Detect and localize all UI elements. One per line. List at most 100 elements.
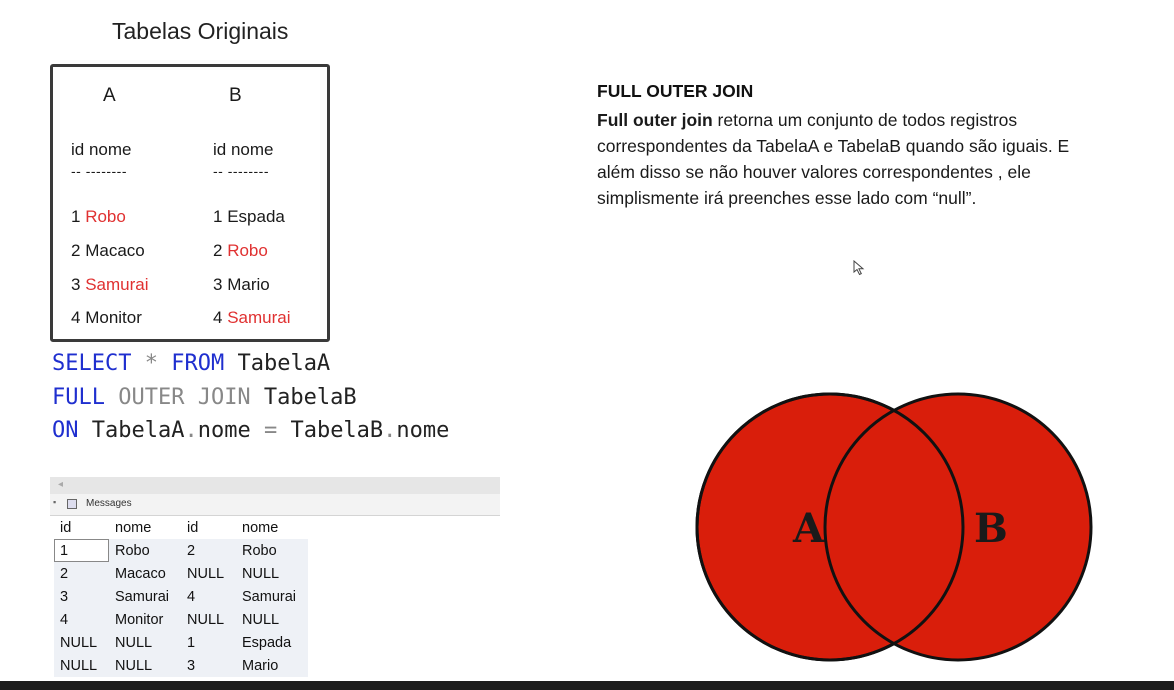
row-nome: Robo bbox=[85, 207, 126, 226]
sql-line-join: FULL OUTER JOIN TabelaB bbox=[52, 385, 357, 410]
row-nome: Samurai bbox=[227, 308, 291, 327]
grid-cell[interactable]: 1 bbox=[187, 634, 196, 651]
table-a-row: 1 Robo bbox=[71, 207, 126, 227]
row-id: 4 bbox=[213, 308, 223, 327]
explanation-line: simplismente irá preenches esse lado com… bbox=[597, 188, 977, 208]
table-b-row: 1 Espada bbox=[213, 207, 285, 227]
venn-circle-a-outline bbox=[695, 392, 965, 662]
table-row[interactable]: 1 Robo 2 Robo bbox=[54, 539, 308, 562]
grid-cell[interactable]: 4 bbox=[60, 611, 69, 628]
grid-cell[interactable]: NULL bbox=[115, 634, 153, 651]
grid-cell[interactable]: 4 bbox=[187, 588, 196, 605]
venn-circle-b bbox=[823, 392, 1093, 662]
messages-icon[interactable] bbox=[67, 499, 77, 509]
table-a-row: 2 Macaco bbox=[71, 241, 145, 261]
grid-cell[interactable]: Macaco bbox=[115, 565, 166, 582]
sql-keyword-full: FULL bbox=[52, 385, 105, 410]
grid-cell[interactable]: 2 bbox=[187, 542, 196, 559]
sql-keyword-outer-join: OUTER JOIN bbox=[104, 385, 251, 410]
table-row[interactable]: NULL NULL 3 Mario bbox=[54, 654, 308, 677]
row-nome: Robo bbox=[227, 241, 268, 260]
sql-table-b: TabelaB bbox=[250, 385, 357, 410]
grid-cell[interactable]: NULL bbox=[242, 565, 280, 582]
table-row[interactable]: 2 Macaco NULL NULL bbox=[54, 562, 308, 585]
sql-dot: . bbox=[184, 418, 198, 443]
sql-line-select: SELECT * FROM TabelaA bbox=[52, 351, 330, 376]
grid-cell[interactable]: Robo bbox=[115, 542, 150, 559]
messages-tab[interactable]: Messages bbox=[86, 498, 132, 509]
grid-column-header[interactable]: nome bbox=[109, 516, 181, 539]
sql-left-table: TabelaA bbox=[78, 418, 185, 443]
explanation-line: além disso se não houver valores corresp… bbox=[597, 162, 1031, 182]
grid-cell[interactable]: Mario bbox=[242, 657, 279, 674]
mouse-cursor-icon bbox=[853, 260, 865, 276]
row-nome: Samurai bbox=[85, 275, 149, 294]
grid-cell[interactable]: Samurai bbox=[242, 588, 296, 605]
sql-line-on: ON TabelaA.nome = TabelaB.nome bbox=[52, 418, 449, 443]
grid-cell[interactable]: Samurai bbox=[115, 588, 169, 605]
venn-label-b: B bbox=[974, 505, 1008, 552]
sql-table-a: TabelaA bbox=[224, 351, 331, 376]
explanation-bold-lead: Full outer join bbox=[597, 110, 713, 130]
table-b-separator: -- -------- bbox=[213, 163, 270, 179]
row-nome: Mario bbox=[227, 275, 270, 294]
grid-cell[interactable]: 1 bbox=[54, 539, 109, 562]
grid-cell[interactable]: NULL bbox=[60, 634, 98, 651]
results-grid: id nome id nome 1 Robo 2 Robo 2 Macaco N… bbox=[54, 516, 308, 677]
explanation-text: Full outer join retorna um conjunto de t… bbox=[597, 107, 1157, 211]
explanation-line: correspondentes da TabelaA e TabelaB qua… bbox=[597, 136, 1070, 156]
explanation-line1-rest: retorna um conjunto de todos registros bbox=[712, 110, 1018, 130]
table-b-letter: B bbox=[229, 85, 242, 106]
grid-cell[interactable]: Robo bbox=[242, 542, 277, 559]
grid-cell[interactable]: Espada bbox=[242, 634, 292, 651]
table-a-row: 4 Monitor bbox=[71, 308, 142, 328]
original-tables-box: A id nome -- -------- 1 Robo 2 Macaco 3 … bbox=[50, 64, 330, 342]
row-nome: Espada bbox=[227, 207, 285, 226]
sql-dot: . bbox=[383, 418, 397, 443]
original-tables-title: Tabelas Originais bbox=[112, 18, 289, 44]
scroll-left-icon[interactable]: ◂ bbox=[58, 479, 64, 490]
explanation-line: Full outer join retorna um conjunto de t… bbox=[597, 107, 1157, 133]
grid-cell[interactable]: NULL bbox=[115, 657, 153, 674]
row-id: 1 bbox=[71, 207, 81, 226]
table-row[interactable]: 3 Samurai 4 Samurai bbox=[54, 585, 308, 608]
row-nome: Macaco bbox=[85, 241, 145, 260]
row-nome: Monitor bbox=[85, 308, 142, 327]
sql-equals: = bbox=[250, 418, 291, 443]
venn-diagram: A B bbox=[695, 392, 1093, 662]
row-id: 2 bbox=[213, 241, 223, 260]
grid-column-header[interactable]: nome bbox=[236, 516, 308, 539]
row-id: 2 bbox=[71, 241, 81, 260]
table-row[interactable]: 4 Monitor NULL NULL bbox=[54, 608, 308, 631]
table-a-row: 3 Samurai bbox=[71, 275, 149, 295]
table-a-letter: A bbox=[103, 85, 116, 106]
table-row[interactable]: NULL NULL 1 Espada bbox=[54, 631, 308, 654]
table-a-header: id nome bbox=[71, 140, 132, 159]
grid-cell[interactable]: 3 bbox=[187, 657, 196, 674]
grid-cell[interactable]: NULL bbox=[187, 611, 225, 628]
table-b-row: 2 Robo bbox=[213, 241, 268, 261]
grid-cell[interactable]: NULL bbox=[60, 657, 98, 674]
sql-right-table: TabelaB bbox=[290, 418, 384, 443]
row-id: 3 bbox=[213, 275, 223, 294]
row-id: 3 bbox=[71, 275, 81, 294]
results-tab-marker-icon[interactable]: ▪ bbox=[53, 497, 57, 507]
sql-right-column: nome bbox=[396, 418, 450, 443]
row-id: 1 bbox=[213, 207, 223, 226]
table-b-header: id nome bbox=[213, 140, 274, 159]
grid-cell[interactable]: 2 bbox=[60, 565, 69, 582]
sql-keyword-on: ON bbox=[52, 418, 79, 443]
sql-keyword-select: SELECT bbox=[52, 351, 132, 376]
grid-column-header[interactable]: id bbox=[181, 516, 236, 539]
table-a-separator: -- -------- bbox=[71, 163, 128, 179]
explanation-heading: FULL OUTER JOIN bbox=[597, 81, 754, 101]
grid-column-header[interactable]: id bbox=[54, 516, 109, 539]
video-bottom-bar bbox=[0, 681, 1174, 690]
grid-cell[interactable]: NULL bbox=[242, 611, 280, 628]
grid-cell[interactable]: 3 bbox=[60, 588, 69, 605]
results-scrollbar[interactable]: ◂ bbox=[50, 477, 500, 494]
grid-cell[interactable]: Monitor bbox=[115, 611, 164, 628]
grid-cell[interactable]: NULL bbox=[187, 565, 225, 582]
results-tab-strip: ▪ Messages bbox=[50, 494, 500, 516]
query-results-pane: ◂ ▪ Messages id nome id nome 1 Robo 2 Ro… bbox=[50, 477, 500, 682]
